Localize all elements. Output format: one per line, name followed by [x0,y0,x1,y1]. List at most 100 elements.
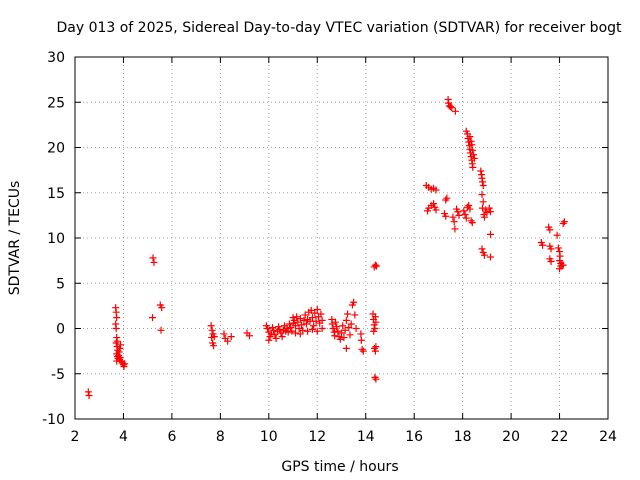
data-point [465,201,473,209]
data-point [287,324,295,332]
data-point [559,261,567,269]
x-tick-label: 18 [454,429,472,445]
data-points [84,96,568,399]
data-point [113,337,121,345]
data-point [265,336,273,344]
y-tick-label: 20 [47,141,65,157]
data-point [220,330,228,338]
data-point [267,330,275,338]
data-point [486,230,494,238]
data-point [302,320,310,328]
data-point [116,344,124,352]
data-point [227,333,235,341]
data-point [559,220,567,228]
data-point [224,337,232,345]
data-point [486,253,494,261]
data-point [466,205,474,213]
chart-title: Day 013 of 2025, Sidereal Day-to-day VTE… [56,20,622,36]
data-point [462,214,470,222]
data-point [454,208,462,216]
data-point [113,314,121,322]
data-point [272,334,280,342]
data-point [276,325,284,333]
data-point [479,178,487,186]
data-point [478,191,486,199]
data-point [293,313,301,321]
x-tick-label: 22 [551,429,569,445]
data-point [270,326,278,334]
data-point [341,326,349,334]
data-point [288,327,296,335]
data-point [342,316,350,324]
x-axis-title: GPS time / hours [281,459,398,475]
data-point [311,309,319,317]
data-point [336,335,344,343]
data-point [299,326,307,334]
data-point [298,321,306,329]
x-tick-label: 14 [357,429,375,445]
data-point [372,343,380,351]
data-point [210,342,218,350]
data-point [306,317,314,325]
data-point [372,318,380,326]
x-tick-label: 10 [260,429,278,445]
data-point [338,329,345,337]
x-tick-label: 20 [502,429,520,445]
data-point [290,316,298,324]
data-point [461,210,469,218]
data-point [450,218,458,226]
data-point [84,388,92,396]
data-point [539,241,547,249]
x-tick-label: 16 [405,429,423,445]
data-point [310,322,318,330]
plot-frame [74,56,609,420]
data-point [278,333,286,341]
data-point [210,333,218,341]
data-point [451,107,459,115]
data-point [157,326,165,334]
data-point [470,151,478,159]
data-point [307,306,315,314]
data-point [432,186,440,194]
data-point [547,258,555,266]
grid-lines [75,57,608,419]
data-point [334,327,342,335]
data-point [432,206,440,214]
data-point [284,328,292,336]
data-point [116,353,124,361]
data-point [264,325,272,332]
x-tick-label: 8 [216,429,225,445]
data-point [447,103,455,111]
data-point [359,347,367,355]
data-point [352,325,360,332]
y-tick-label: 15 [47,186,65,202]
y-tick-label: -5 [51,367,65,383]
data-point [357,336,365,344]
data-point [485,204,493,212]
data-point [467,137,475,145]
data-point [207,322,215,330]
y-tick-labels: -10 -5 0 5 10 15 20 25 30 [42,50,65,428]
x-tick-label: 2 [71,429,80,445]
data-point [468,146,476,154]
data-point [449,213,457,221]
data-point [448,104,456,112]
y-axis-title: SDTVAR / TECUs [7,181,23,296]
data-point [271,331,279,339]
data-point [477,167,485,175]
data-point [483,209,491,217]
y-tick-label: 25 [47,95,65,111]
data-point [318,325,326,332]
data-point [308,325,316,333]
data-point [150,258,158,266]
data-point [479,198,487,206]
data-point [430,200,438,208]
data-point [112,325,120,332]
x-tick-label: 12 [308,429,326,445]
data-point [149,314,157,322]
data-point [296,330,304,338]
data-point [357,330,365,338]
data-point [554,244,562,252]
